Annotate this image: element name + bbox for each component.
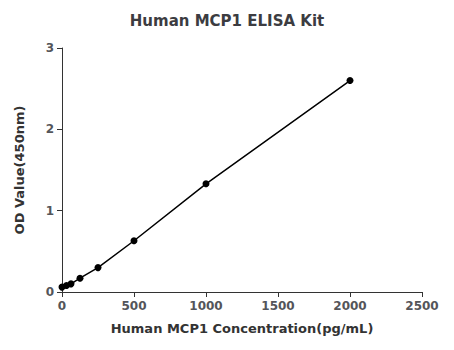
- svg-text:2500: 2500: [405, 299, 438, 313]
- svg-text:Human MCP1 ELISA Kit: Human MCP1 ELISA Kit: [130, 12, 324, 30]
- svg-text:500: 500: [121, 299, 146, 313]
- svg-text:1: 1: [46, 204, 54, 218]
- svg-text:0: 0: [58, 299, 66, 313]
- svg-text:2: 2: [46, 122, 54, 136]
- svg-text:OD Value(450nm): OD Value(450nm): [12, 106, 27, 235]
- svg-text:Human MCP1 Concentration(pg/mL: Human MCP1 Concentration(pg/mL): [111, 321, 374, 336]
- svg-text:3: 3: [46, 41, 54, 55]
- svg-text:2000: 2000: [333, 299, 366, 313]
- svg-text:1500: 1500: [261, 299, 294, 313]
- svg-text:0: 0: [46, 285, 54, 299]
- svg-text:1000: 1000: [189, 299, 222, 313]
